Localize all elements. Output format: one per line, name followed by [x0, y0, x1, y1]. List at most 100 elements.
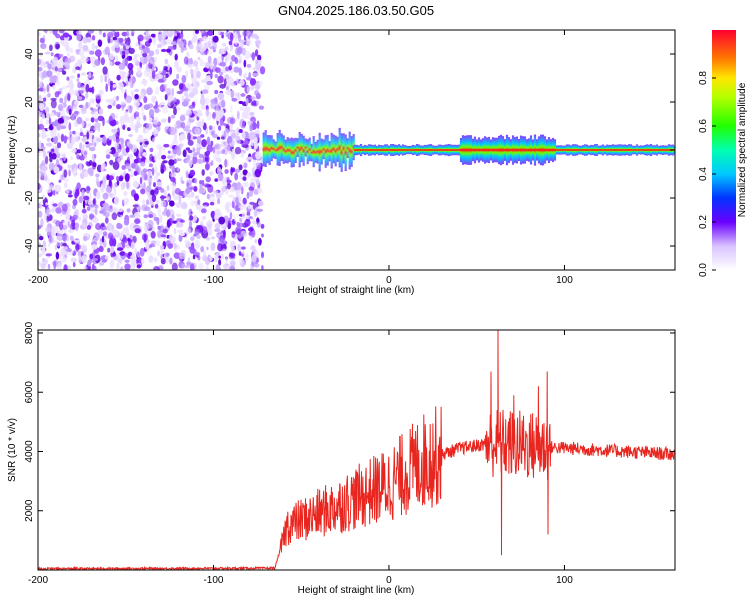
noise-speckle — [140, 188, 146, 195]
noise-speckle — [90, 130, 94, 134]
noise-speckle — [109, 259, 115, 269]
noise-speckle — [51, 153, 57, 160]
noise-speckle — [201, 179, 205, 187]
noise-speckle — [63, 135, 67, 144]
noise-speckle — [164, 206, 168, 213]
noise-speckle — [213, 153, 220, 161]
noise-speckle — [81, 208, 87, 214]
noise-speckle — [104, 255, 110, 260]
noise-speckle — [136, 264, 142, 269]
bottom-plot-frame — [37, 329, 676, 571]
noise-speckle — [65, 248, 72, 252]
noise-speckle — [247, 35, 250, 39]
noise-speckle — [107, 31, 114, 39]
noise-speckle — [69, 47, 74, 54]
noise-speckle — [46, 84, 50, 93]
noise-speckle — [109, 192, 114, 198]
noise-speckle — [167, 45, 173, 50]
noise-speckle — [235, 78, 240, 84]
noise-speckle — [81, 189, 85, 198]
noise-speckle — [183, 97, 191, 103]
noise-speckle — [95, 94, 102, 100]
noise-speckle — [46, 188, 52, 193]
noise-speckle — [150, 200, 154, 205]
snr-panel: -200 -100 0 100 2000 4000 6000 8000 Height of s… — [7, 321, 676, 596]
transition-band-cell — [264, 130, 267, 167]
noise-speckle — [154, 56, 157, 63]
bottom-x-axis-label: Height of straight line (km) — [298, 585, 415, 596]
noise-speckle — [66, 235, 70, 242]
noise-speckle — [200, 134, 205, 138]
noise-speckle — [49, 75, 54, 84]
noise-speckle — [190, 236, 195, 242]
noise-speckle — [205, 108, 210, 117]
noise-speckle — [133, 170, 138, 176]
noise-speckle — [229, 211, 233, 220]
noise-speckle — [160, 200, 167, 208]
noise-speckle — [140, 105, 144, 112]
noise-speckle — [167, 64, 171, 71]
noise-speckle — [216, 166, 222, 176]
noise-speckle — [128, 173, 135, 178]
noise-speckle — [112, 36, 118, 41]
noise-speckle — [52, 135, 59, 145]
noise-speckle — [46, 208, 51, 217]
noise-speckle — [79, 162, 83, 172]
noise-speckle — [54, 244, 58, 251]
noise-speckle — [139, 144, 144, 153]
noise-speckle — [225, 189, 229, 195]
noise-speckle — [123, 252, 129, 257]
noise-speckle — [45, 119, 49, 125]
noise-speckle — [174, 60, 179, 69]
noise-speckle — [169, 66, 173, 75]
noise-speckle — [250, 262, 257, 267]
noise-speckle — [38, 111, 43, 116]
noise-speckle — [234, 172, 239, 181]
noise-speckle — [228, 194, 234, 198]
noise-speckle — [110, 246, 115, 254]
noise-speckle — [39, 82, 42, 87]
noise-speckle — [88, 71, 92, 79]
noise-speckle — [116, 74, 121, 81]
noise-speckle — [76, 182, 81, 190]
noise-speckle — [38, 31, 41, 37]
noise-speckle — [128, 143, 133, 150]
noise-speckle — [129, 234, 133, 239]
transition-band-cell — [312, 136, 315, 168]
noise-speckle — [81, 255, 87, 264]
top-y-axis-label: Frequency (Hz) — [7, 116, 18, 185]
noise-speckle — [170, 41, 177, 46]
noise-speckle — [136, 158, 142, 163]
noise-speckle — [228, 65, 232, 71]
noise-speckle — [197, 113, 201, 118]
noise-speckle — [108, 135, 114, 140]
noise-speckle — [165, 252, 170, 257]
noise-speckle — [242, 110, 248, 118]
noise-speckle — [50, 112, 55, 117]
noise-speckle — [94, 59, 101, 66]
noise-speckle — [94, 208, 98, 216]
noise-speckle — [212, 125, 216, 130]
noise-speckle — [226, 30, 229, 33]
noise-speckle — [114, 31, 120, 38]
noise-speckle — [62, 242, 67, 247]
noise-speckle — [109, 61, 113, 66]
bottom-y-tick-label: 6000 — [24, 381, 35, 404]
noise-speckle — [224, 158, 227, 168]
noise-speckle — [65, 212, 70, 221]
noise-speckle — [231, 55, 236, 62]
noise-speckle — [256, 208, 264, 212]
noise-speckle — [83, 150, 88, 156]
noise-speckle — [171, 182, 177, 192]
noise-speckle — [235, 182, 243, 191]
noise-speckle — [144, 141, 149, 145]
noise-speckle — [57, 117, 64, 124]
noise-speckle — [83, 195, 90, 201]
noise-speckle — [163, 83, 167, 89]
noise-speckle — [82, 199, 86, 209]
noise-speckle — [131, 262, 138, 267]
noise-speckle — [165, 39, 172, 45]
noise-speckle — [257, 222, 262, 228]
noise-speckle — [41, 193, 46, 200]
noise-speckle — [128, 168, 132, 172]
